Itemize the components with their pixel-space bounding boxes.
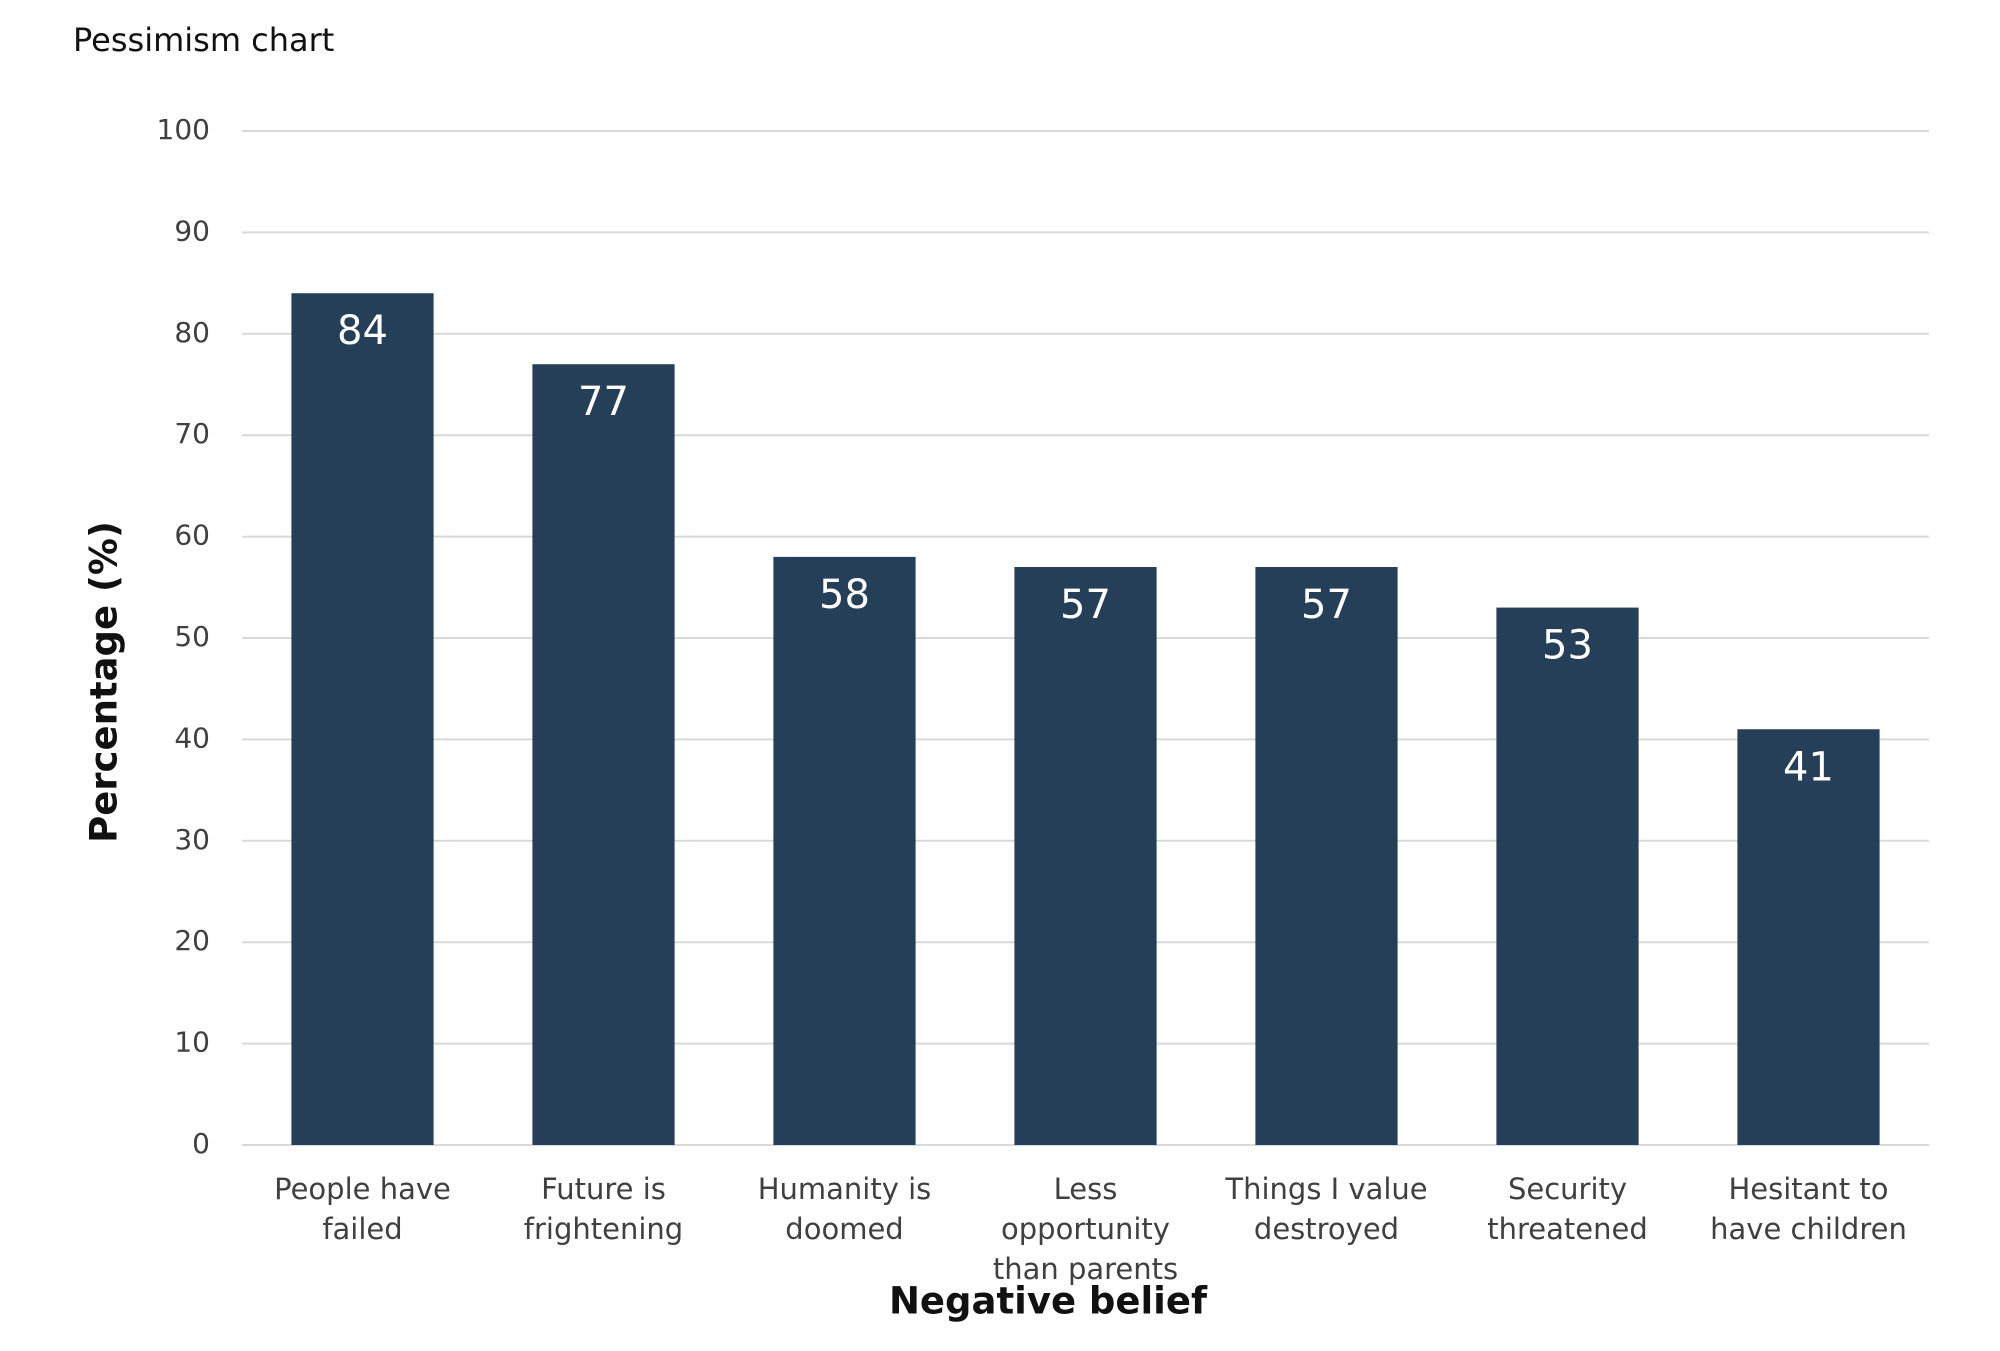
x-axis-title: Negative belief: [889, 1280, 1208, 1323]
bar: [532, 364, 675, 1146]
y-tick-label: 60: [174, 519, 210, 552]
x-tick-label: Less opportunity than parents: [992, 1172, 1179, 1286]
y-tick-label: 40: [174, 721, 210, 754]
y-tick-label: 20: [174, 924, 210, 957]
y-tick-label: 0: [192, 1127, 210, 1160]
x-tick-label: People have failed: [274, 1172, 451, 1246]
y-tick-label: 80: [174, 316, 210, 349]
value-label: 57: [1301, 582, 1352, 628]
y-tick-label: 90: [174, 214, 210, 247]
value-label: 77: [578, 379, 629, 425]
y-tick-label: 10: [174, 1026, 210, 1059]
bar: [1014, 567, 1157, 1145]
x-tick-label: Future is frightening: [523, 1172, 684, 1246]
y-tick-label: 30: [174, 823, 210, 856]
value-label: 57: [1060, 582, 1111, 628]
bar: [773, 556, 916, 1145]
y-axis-title: Percentage (%): [83, 521, 126, 843]
bar: [1737, 729, 1880, 1145]
value-label: 53: [1542, 623, 1593, 669]
y-tick-label: 100: [157, 113, 210, 146]
x-tick-label: Security threatened: [1487, 1172, 1648, 1246]
value-label: 58: [819, 572, 870, 618]
x-tick-label: Things I value destroyed: [1225, 1172, 1428, 1246]
value-label: 84: [337, 308, 388, 354]
value-label: 41: [1783, 744, 1834, 790]
x-tick-label: Humanity is doomed: [757, 1172, 932, 1246]
y-tick-label: 70: [174, 417, 210, 450]
bar: [1255, 567, 1398, 1145]
y-tick-label: 50: [174, 620, 210, 653]
bar: [1496, 607, 1639, 1145]
chart-title: Pessimism chart: [73, 21, 334, 59]
bar: [291, 293, 434, 1145]
x-tick-label: Hesitant to have children: [1710, 1172, 1907, 1246]
